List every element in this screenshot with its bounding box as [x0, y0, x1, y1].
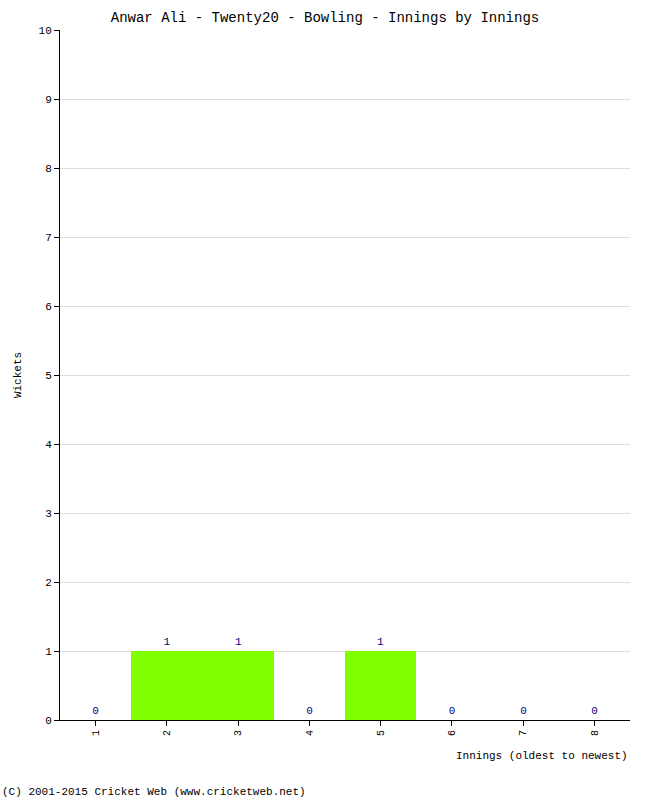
svg-text:2: 2: [45, 577, 52, 589]
svg-text:3: 3: [233, 730, 244, 736]
svg-text:0: 0: [591, 705, 598, 717]
svg-text:9: 9: [45, 94, 52, 106]
svg-text:(C) 2001-2015 Cricket Web (www: (C) 2001-2015 Cricket Web (www.cricketwe…: [2, 786, 306, 798]
svg-text:10: 10: [39, 25, 52, 37]
svg-text:8: 8: [45, 163, 52, 175]
svg-text:1: 1: [164, 636, 171, 648]
svg-text:0: 0: [520, 705, 527, 717]
svg-text:Anwar Ali - Twenty20 - Bowling: Anwar Ali - Twenty20 - Bowling - Innings…: [111, 10, 539, 26]
svg-text:4: 4: [45, 439, 52, 451]
svg-text:5: 5: [376, 730, 387, 736]
svg-text:4: 4: [305, 730, 316, 736]
svg-text:8: 8: [590, 730, 601, 736]
svg-text:0: 0: [306, 705, 313, 717]
svg-text:1: 1: [235, 636, 242, 648]
svg-text:1: 1: [91, 730, 102, 736]
svg-text:2: 2: [162, 730, 173, 736]
svg-text:3: 3: [45, 508, 52, 520]
svg-text:6: 6: [447, 730, 458, 736]
svg-text:Innings (oldest to newest): Innings (oldest to newest): [456, 750, 628, 762]
svg-text:0: 0: [92, 705, 99, 717]
svg-text:1: 1: [45, 646, 52, 658]
svg-text:5: 5: [45, 370, 52, 382]
svg-text:Wickets: Wickets: [12, 352, 24, 398]
svg-text:7: 7: [45, 232, 52, 244]
svg-text:7: 7: [518, 730, 529, 736]
svg-text:1: 1: [377, 636, 384, 648]
svg-text:0: 0: [45, 715, 52, 727]
svg-text:0: 0: [449, 705, 456, 717]
svg-text:6: 6: [45, 301, 52, 313]
